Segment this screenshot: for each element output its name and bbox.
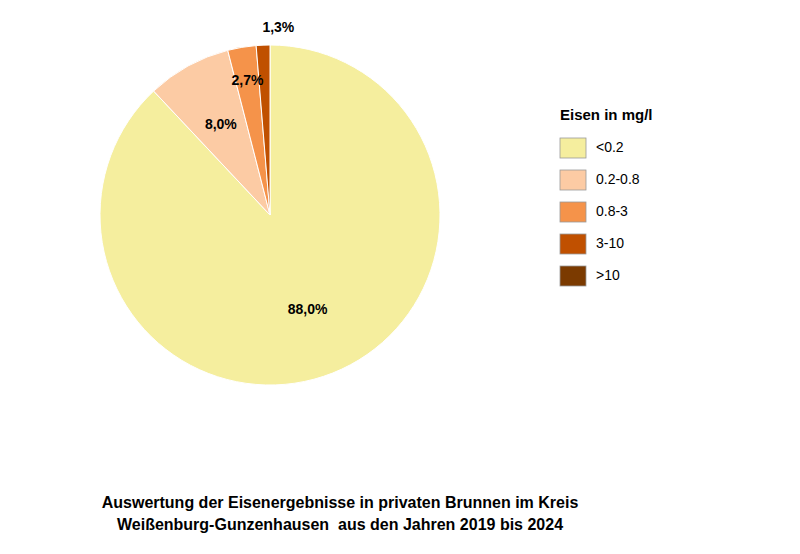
legend-item: >10 [560, 266, 620, 286]
data-labels: 88,0% 8,0% 2,7% 1,3% [205, 19, 328, 317]
legend-swatch [560, 202, 586, 222]
legend-swatch [560, 138, 586, 158]
chart: 88,0% 8,0% 2,7% 1,3% Eisen in mg/l <0.2 0.2-0.… [0, 0, 800, 554]
data-label: 8,0% [205, 116, 237, 132]
legend-swatch [560, 234, 586, 254]
title-line: Weißenburg-Gunzenhausen aus den Jahren 2… [117, 516, 563, 533]
title: Auswertung der Eisenergebnisse in privat… [102, 494, 579, 533]
title-line: Auswertung der Eisenergebnisse in privat… [102, 494, 579, 511]
legend-item: <0.2 [560, 138, 624, 158]
legend-label: 3-10 [596, 235, 624, 251]
legend: Eisen in mg/l <0.2 0.2-0.8 0.8-3 3-10 >10 [560, 106, 653, 286]
wedge [256, 45, 270, 215]
data-label: 2,7% [231, 72, 263, 88]
legend-label: >10 [596, 267, 620, 283]
legend-item: 3-10 [560, 234, 624, 254]
legend-label: 0.2-0.8 [596, 171, 640, 187]
legend-item: 0.8-3 [560, 202, 628, 222]
legend-title: Eisen in mg/l [560, 106, 653, 123]
legend-swatch [560, 266, 586, 286]
data-label: 1,3% [262, 19, 294, 35]
legend-label: 0.8-3 [596, 203, 628, 219]
wedge [100, 45, 440, 385]
legend-swatch [560, 170, 586, 190]
legend-label: <0.2 [596, 139, 624, 155]
data-label: 88,0% [288, 301, 328, 317]
pie [100, 45, 440, 385]
legend-item: 0.2-0.8 [560, 170, 640, 190]
